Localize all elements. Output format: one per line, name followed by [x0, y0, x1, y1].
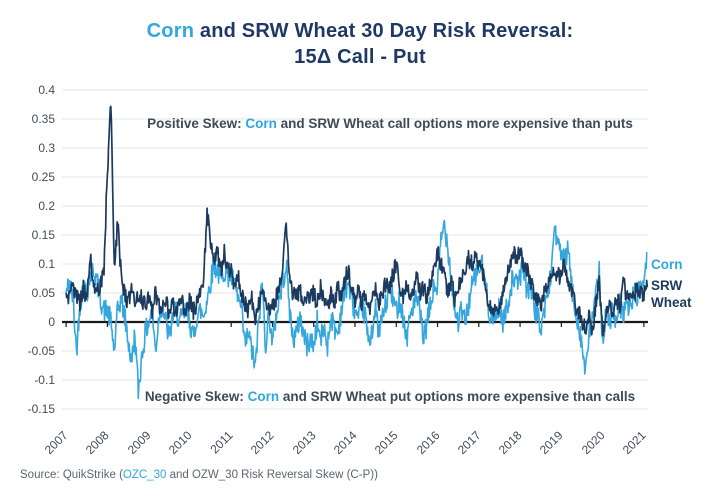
positive-skew-annotation: Positive Skew: Corn and SRW Wheat call o… [70, 116, 710, 131]
chart-title-rest: and SRW Wheat 30 Day Risk Reversal: [194, 20, 574, 42]
wheat-series-line [65, 105, 649, 337]
positive-skew-rest: and SRW Wheat call options more expensiv… [276, 116, 633, 131]
y-axis-label: 0.3 [38, 141, 55, 155]
y-axis-label: 0.15 [31, 228, 55, 242]
source-prefix: Source: QuikStrike ( [20, 469, 123, 481]
chart-title: Corn and SRW Wheat 30 Day Risk Reversal:… [0, 18, 720, 70]
y-axis-label: 0.2 [38, 199, 55, 213]
positive-skew-prefix: Positive Skew: [147, 116, 246, 131]
chart-title-line2: 15Δ Call - Put [294, 46, 426, 68]
negative-skew-annotation: Negative Skew: Corn and SRW Wheat put op… [70, 389, 710, 404]
source-note: Source: QuikStrike (OZC_30 and OZW_30 Ri… [20, 469, 378, 481]
y-axis-label: 0.25 [31, 170, 55, 184]
source-link[interactable]: OZC_30 [122, 469, 167, 481]
y-axis-label: 0.1 [38, 257, 55, 271]
legend-corn-label: Corn [651, 257, 683, 272]
chart-title-line1: Corn and SRW Wheat 30 Day Risk Reversal: [0, 18, 720, 44]
y-axis-label: 0.4 [38, 83, 55, 97]
y-axis-label: -0.15 [27, 402, 55, 416]
positive-skew-corn: Corn [245, 116, 277, 131]
y-axis-label: 0.35 [31, 112, 55, 126]
chart-title-corn: Corn [146, 20, 195, 42]
negative-skew-corn: Corn [247, 389, 280, 404]
source-suffix: and OZW_30 Risk Reversal Skew (C-P)) [166, 469, 378, 481]
y-axis-label: 0.05 [31, 286, 55, 300]
y-axis-label: -0.05 [27, 344, 55, 358]
y-axis-label: 0 [48, 315, 55, 329]
negative-skew-prefix: Negative Skew: [144, 389, 248, 404]
negative-skew-rest: and SRW Wheat put options more expensive… [279, 389, 636, 404]
legend-wheat-label: SRW Wheat [651, 278, 692, 310]
y-axis-label: -0.1 [34, 373, 55, 387]
